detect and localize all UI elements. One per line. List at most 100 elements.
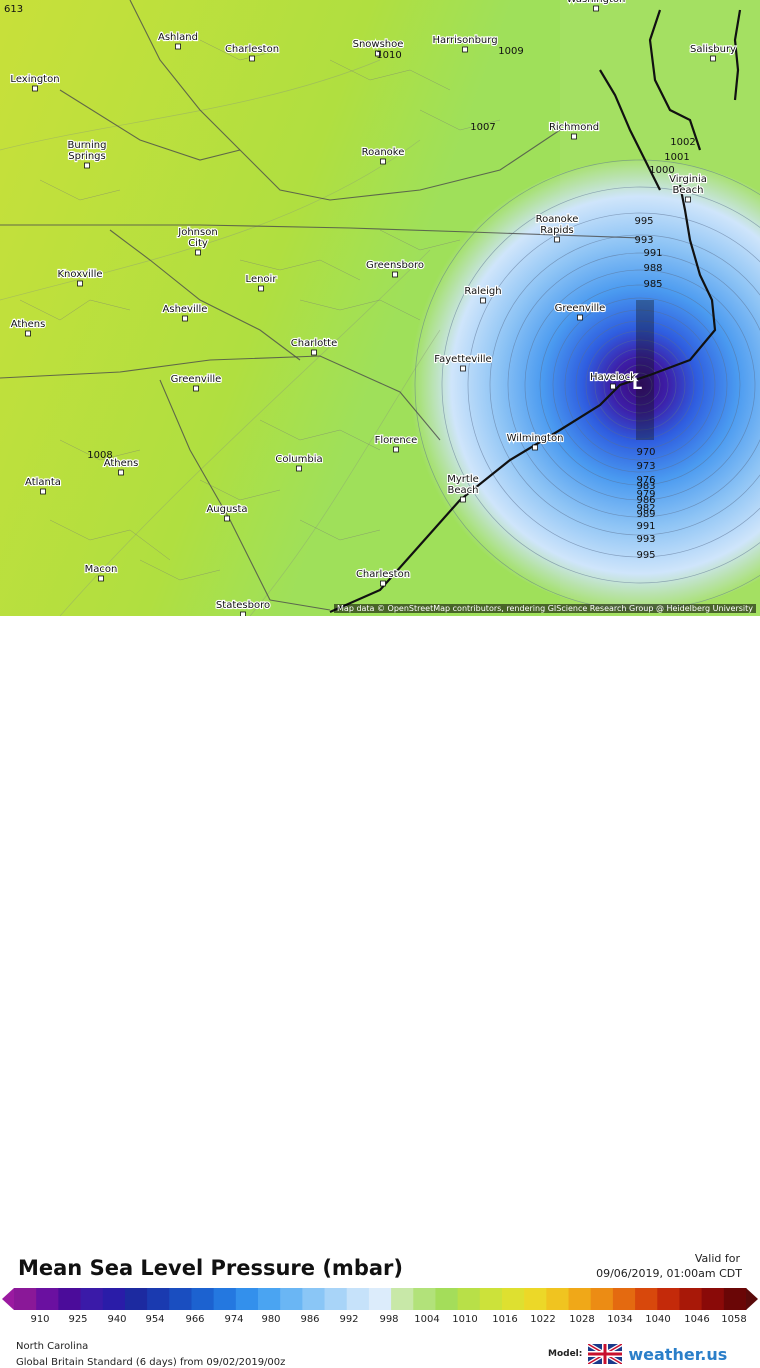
svg-text:Charlotte: Charlotte [291,338,337,349]
isobar-label: 995 [636,550,655,561]
city-label: Richmond [548,121,600,140]
svg-text:Beach: Beach [673,185,704,196]
svg-text:Roanoke: Roanoke [536,214,579,225]
city-label: Charleston [355,568,411,587]
colorbar-cell [14,1288,37,1310]
pressure-colorbar [2,1288,758,1310]
svg-text:Knoxville: Knoxville [57,269,102,280]
svg-text:Lexington: Lexington [10,74,59,85]
colorbar-tick-label: 910 [30,1314,50,1325]
svg-text:Havelock: Havelock [590,372,636,383]
city-label: Greenville [554,302,606,321]
valid-for-label: Valid for [694,1252,740,1265]
colorbar-cell [169,1288,192,1310]
pressure-map: Ashland Charleston Snowshoe Harrisonburg Lex… [0,0,760,616]
colorbar-cell [280,1288,303,1310]
colorbar-cell [102,1288,126,1310]
low-pressure-system [405,160,760,610]
isobar-label: 1009 [498,46,523,57]
colorbar-tick-label: 1022 [530,1314,556,1325]
coastline [329,9,742,614]
city-label: Macon [84,563,118,582]
colorbar-tick-label: 1028 [569,1314,595,1325]
colorbar-cell [479,1288,503,1310]
city-label: Florence [374,434,418,453]
isobar-label: 991 [643,248,662,259]
isobar-label: 993 [636,534,655,545]
colorbar-cell [612,1288,636,1310]
city-label: Greensboro [365,259,425,278]
city-label: Salisbury [689,43,737,62]
colorbar-cell [80,1288,104,1310]
svg-text:Myrtle: Myrtle [447,474,479,485]
city-label: Snowshoe [351,38,405,57]
colorbar-tick-label: 980 [261,1314,281,1325]
colorbar-cell [502,1288,525,1310]
colorbar-cell [346,1288,370,1310]
isobar-label: 1002 [670,137,695,148]
isobar-label: 1010 [376,50,401,61]
colorbar-cell [723,1288,747,1310]
svg-text:Columbia: Columbia [275,454,322,465]
isobar-label: 991 [636,521,655,532]
colorbar-cell [36,1288,59,1310]
city-label: Athens [103,457,139,476]
colorbar-tick-label: 974 [224,1314,244,1325]
svg-text:Snowshoe: Snowshoe [353,39,404,50]
svg-text:Beach: Beach [448,485,479,496]
svg-text:Harrisonburg: Harrisonburg [432,35,497,46]
svg-text:Athens: Athens [11,319,46,330]
colorbar-tick-label: 1058 [721,1314,747,1325]
legend-panel: Mean Sea Level Pressure (mbar) Valid for… [0,616,760,1368]
city-label: Statesboro [215,599,271,616]
isobars [414,159,760,611]
colorbar-tick-label: 925 [68,1314,88,1325]
colorbar-tick-label: 992 [339,1314,359,1325]
svg-text:Burning: Burning [68,140,107,151]
colorbar-cell [524,1288,547,1310]
city-label: Roanoke [361,146,405,165]
city-label: Charleston [224,43,280,62]
svg-text:Greenville: Greenville [555,303,606,314]
colorbar-cell [568,1288,592,1310]
colorbar-tick-labels: 910 925 940 954 966 974 980 986 992 998 1004 1010 10… [0,1314,760,1328]
svg-text:Springs: Springs [68,151,105,162]
isobar-label: 976 [636,475,655,486]
city-label: Harrisonburg [431,34,499,53]
colorbar-cell [258,1288,281,1310]
city-label: Fayetteville [433,353,493,372]
city-label: Asheville [161,303,209,322]
svg-text:Charleston: Charleston [225,44,279,55]
colorbar-cell [701,1288,725,1310]
colorbar-cell [435,1288,459,1310]
low-center-label: L [632,374,642,393]
city-label: Ashland [157,31,199,50]
isobar-labels: 1009 1010 1007 1002 1001 1000 1008 995 993 991 988… [87,46,695,561]
colorbar-cell [657,1288,680,1310]
region-name: North Carolina [16,1341,89,1352]
colorbar-cell [235,1288,259,1310]
colorbar-cell [457,1288,481,1310]
colorbar-cell [191,1288,215,1310]
colorbar-tick-label: 954 [145,1314,165,1325]
colorbar-cell [324,1288,348,1310]
valid-time: 09/06/2019, 01:00am CDT [596,1267,742,1280]
colorbar-tick-label: 940 [107,1314,127,1325]
isobar-label: 1008 [87,450,112,461]
svg-text:Atlanta: Atlanta [25,477,61,488]
svg-text:City: City [188,238,208,249]
isobar-label: 1000 [649,165,674,176]
svg-text:Greensboro: Greensboro [366,260,424,271]
isobar-label: 1001 [664,152,689,163]
colorbar-tick-label: 1010 [452,1314,478,1325]
colorbar-cell [546,1288,570,1310]
colorbar-tick-label: 1004 [414,1314,440,1325]
map-attribution: Map data © OpenStreetMap contributors, r… [334,604,756,613]
weather-us-logo[interactable]: Model: weather.us [548,1344,727,1364]
svg-text:Fayetteville: Fayetteville [434,354,491,365]
svg-text:Greenville: Greenville [171,374,222,385]
svg-text:Florence: Florence [375,435,418,446]
